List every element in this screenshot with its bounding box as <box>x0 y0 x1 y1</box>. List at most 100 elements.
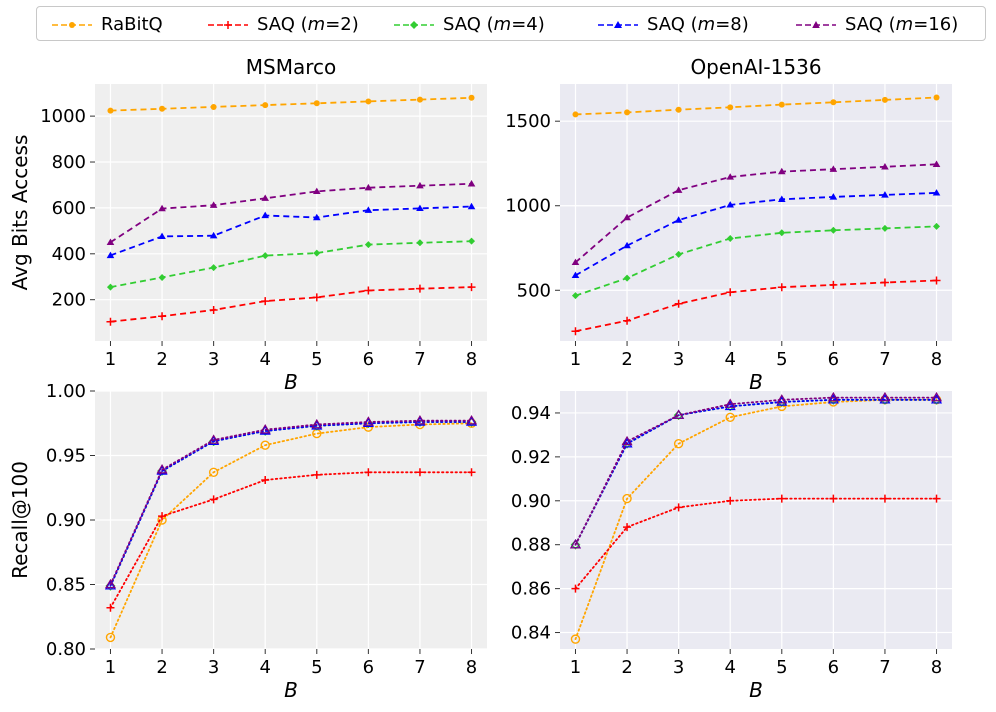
x-tick-label: 4 <box>259 657 270 678</box>
legend-item-rabitq: RaBitQ <box>51 7 163 42</box>
series-line-saq-m4 <box>110 240 472 288</box>
data-point-saq-m16 <box>311 418 323 429</box>
data-point-saq-m16 <box>414 414 426 425</box>
data-point-rabitq <box>673 438 684 449</box>
data-point-saq-m2 <box>312 470 321 479</box>
data-point-saq-m16 <box>106 238 115 245</box>
legend-swatch-rabitq <box>52 21 92 28</box>
plot-background <box>95 84 487 341</box>
data-point-saq-m16 <box>209 201 218 208</box>
data-point-saq-m16 <box>571 258 580 266</box>
legend-label-saq-m16: SAQ (m=16) <box>845 14 959 35</box>
data-point-saq-m8 <box>829 193 838 200</box>
data-point-rabitq <box>468 94 475 101</box>
x-tick-label: 7 <box>879 657 890 678</box>
y-tick-label: 0.90 <box>511 491 551 512</box>
data-point-saq-m4 <box>468 237 476 245</box>
y-tick-label: 800 <box>52 152 86 173</box>
data-point-saq-m2 <box>880 494 889 503</box>
data-point-saq-m4 <box>571 292 579 300</box>
data-point-saq-m8 <box>674 216 683 223</box>
plot-background <box>560 84 952 341</box>
data-point-rabitq <box>260 440 270 450</box>
series-line-saq-m2 <box>110 286 472 323</box>
data-point-saq-m16 <box>932 160 941 167</box>
y-tick-label: 0.84 <box>511 623 551 644</box>
data-point-saq-m4 <box>623 274 631 282</box>
data-point-saq-m4 <box>881 224 889 232</box>
data-point-saq-m16 <box>621 435 633 446</box>
data-point-saq-m16 <box>777 167 786 175</box>
legend-label-saq-m2: SAQ (m=2) <box>257 14 359 35</box>
data-point-saq-m16 <box>881 163 889 170</box>
x-tick-label: 3 <box>673 657 684 678</box>
legend-swatch-saq-m8 <box>598 20 638 28</box>
data-point-rabitq <box>416 96 423 103</box>
data-point-saq-m8 <box>571 271 580 279</box>
data-point-saq-m4 <box>829 226 837 234</box>
x-tick-label: 5 <box>311 349 322 370</box>
data-point-saq-m8 <box>364 206 373 213</box>
data-point-saq-m16 <box>724 398 736 408</box>
y-tick-label: 1000 <box>505 196 551 217</box>
y-tick-label: 1000 <box>40 106 86 127</box>
data-point-saq-m2 <box>415 284 424 293</box>
data-point-saq-m2 <box>261 476 270 485</box>
series-line-saq-m16 <box>109 419 473 586</box>
data-point-saq-m2 <box>932 276 941 285</box>
series-line-saq-m2 <box>574 497 938 590</box>
x-tick-label: 7 <box>879 349 890 370</box>
data-point-saq-m8 <box>881 191 889 198</box>
data-point-saq-m2 <box>312 293 321 302</box>
legend: RaBitQ SAQ (m=2) SAQ (m=4) SAQ (m=8) SAQ… <box>36 6 986 41</box>
data-point-saq-m8 <box>467 202 476 210</box>
x-tick-label: 1 <box>105 657 116 678</box>
data-point-saq-m16 <box>465 414 478 425</box>
y-tick-label: 0.86 <box>511 579 551 600</box>
x-tick-label: 2 <box>156 657 167 678</box>
x-tick-label: 3 <box>673 349 684 370</box>
x-tick-label: 6 <box>363 657 374 678</box>
data-point-saq-m8 <box>208 435 220 446</box>
y-tick-label: 0.80 <box>46 639 86 660</box>
data-point-rabitq <box>365 98 372 105</box>
data-point-saq-m2 <box>932 494 941 503</box>
x-tick-label: 8 <box>466 349 477 370</box>
x-axis-label: B <box>284 678 298 702</box>
y-tick-label: 0.90 <box>46 510 86 531</box>
data-point-saq-m8 <box>932 189 941 196</box>
data-point-saq-m16 <box>829 165 838 172</box>
data-point-rabitq <box>830 99 837 106</box>
x-tick-label: 8 <box>931 349 942 370</box>
data-point-saq-m4 <box>364 241 372 249</box>
data-point-saq-m8 <box>930 394 943 404</box>
legend-item-saq-m4: SAQ (m=4) <box>393 7 545 42</box>
x-tick-label: 4 <box>259 349 270 370</box>
data-point-saq-m4 <box>726 235 734 243</box>
data-point-saq-m16 <box>104 578 117 589</box>
y-tick-label: 400 <box>52 244 86 265</box>
x-tick-label: 3 <box>208 349 219 370</box>
data-point-saq-m2 <box>726 288 735 297</box>
data-point-saq-m16 <box>673 409 685 419</box>
panel-msmarco-recall: 1 2 3 4 5 6 7 8 0.80 0.85 0.90 0.95 1.00 B Recall@100 <box>8 381 487 702</box>
data-point-saq-m16 <box>261 194 270 201</box>
data-point-saq-m16 <box>726 173 735 180</box>
data-point-rabitq <box>727 104 734 111</box>
data-point-saq-m2 <box>674 299 683 308</box>
x-tick-label: 1 <box>570 657 581 678</box>
x-tick-label: 7 <box>414 657 425 678</box>
series-line-saq-m16 <box>574 163 937 264</box>
panel-title: OpenAI-1536 <box>690 55 821 79</box>
legend-item-saq-m8: SAQ (m=8) <box>597 7 749 42</box>
y-tick-label: 0.85 <box>46 575 86 596</box>
data-point-saq-m8 <box>724 400 736 411</box>
data-point-saq-m8 <box>416 204 424 212</box>
data-point-rabitq <box>210 103 217 110</box>
x-tick-label: 6 <box>828 657 839 678</box>
data-point-saq-m8 <box>414 416 426 426</box>
data-point-rabitq <box>107 107 114 114</box>
legend-item-saq-m2: SAQ (m=2) <box>207 7 359 42</box>
data-point-saq-m2 <box>880 278 889 287</box>
data-point-saq-m8 <box>726 201 735 208</box>
